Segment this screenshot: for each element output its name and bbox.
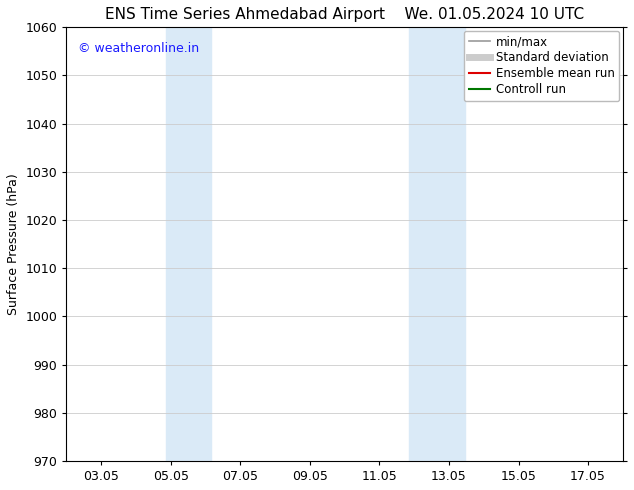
- Bar: [409, 27, 465, 461]
- Text: © weatheronline.in: © weatheronline.in: [77, 43, 198, 55]
- Legend: min/max, Standard deviation, Ensemble mean run, Controll run: min/max, Standard deviation, Ensemble me…: [464, 31, 619, 101]
- Y-axis label: Surface Pressure (hPa): Surface Pressure (hPa): [7, 173, 20, 315]
- Bar: [165, 27, 210, 461]
- Title: ENS Time Series Ahmedabad Airport    We. 01.05.2024 10 UTC: ENS Time Series Ahmedabad Airport We. 01…: [105, 7, 584, 22]
